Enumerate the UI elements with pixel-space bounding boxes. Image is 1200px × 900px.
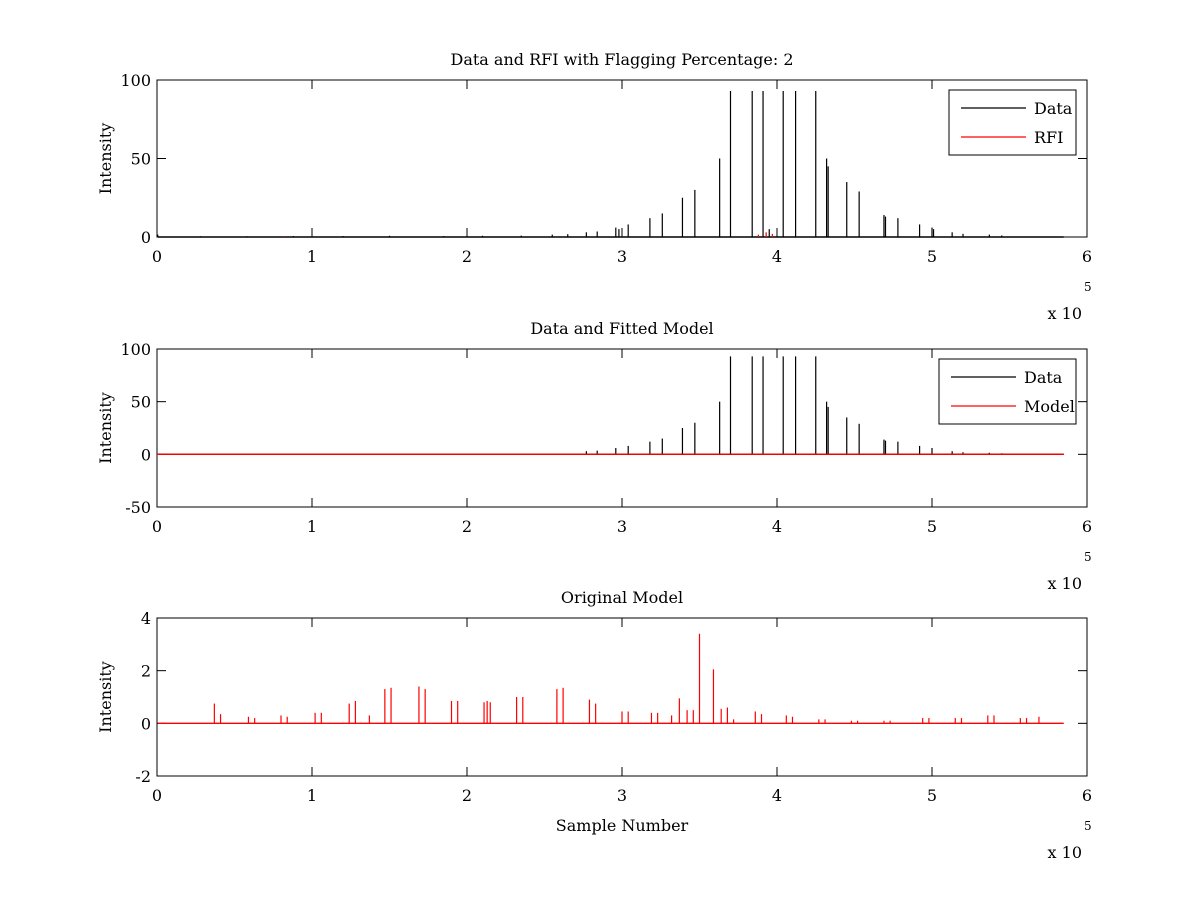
y-tick-label: 100 — [120, 71, 151, 90]
y-tick-label: 0 — [141, 714, 151, 733]
y-tick-label: -2 — [135, 767, 151, 786]
series-data — [157, 90, 1064, 238]
x-tick-label: 5 — [927, 517, 937, 536]
legend-label: Data — [1034, 99, 1073, 118]
x-tick-label: 5 — [927, 786, 937, 805]
x-multiplier-base: x 10 — [1048, 843, 1082, 862]
legend-box — [948, 89, 1077, 156]
x-axis-label: Sample Number — [556, 816, 689, 835]
y-tick-label: 50 — [131, 393, 151, 412]
x-tick-label: 4 — [772, 247, 782, 266]
x-tick-label: 0 — [152, 517, 162, 536]
legend-box — [938, 358, 1077, 425]
y-tick-label: 0 — [141, 445, 151, 464]
series-rfi — [283, 232, 773, 237]
x-tick-label: 5 — [927, 247, 937, 266]
chart-title: Data and Fitted Model — [530, 319, 713, 338]
x-tick-label: 1 — [307, 786, 317, 805]
x-tick-label: 1 — [307, 517, 317, 536]
y-tick-label: 100 — [120, 340, 151, 359]
y-tick-label: -50 — [125, 498, 151, 517]
y-tick-label: 2 — [141, 662, 151, 681]
x-tick-label: 6 — [1082, 247, 1092, 266]
x-tick-label: 0 — [152, 786, 162, 805]
x-multiplier-exponent: 5 — [1084, 280, 1092, 294]
y-axis-label: Intensity — [96, 123, 115, 195]
y-tick-label: 0 — [141, 228, 151, 247]
x-tick-label: 2 — [462, 247, 472, 266]
axes-box — [156, 79, 1088, 238]
x-multiplier-exponent: 5 — [1084, 819, 1092, 833]
x-tick-label: 2 — [462, 786, 472, 805]
legend-label: Model — [1024, 397, 1075, 416]
y-axis-label: Intensity — [96, 661, 115, 733]
x-tick-label: 6 — [1082, 786, 1092, 805]
x-multiplier-base: x 10 — [1048, 574, 1082, 593]
x-tick-label: 3 — [617, 517, 627, 536]
x-tick-label: 2 — [462, 517, 472, 536]
series-model — [158, 633, 1064, 725]
x-tick-label: 4 — [772, 517, 782, 536]
x-tick-label: 0 — [152, 247, 162, 266]
x-tick-label: 4 — [772, 786, 782, 805]
x-tick-label: 1 — [307, 247, 317, 266]
y-tick-label: 4 — [141, 609, 151, 628]
legend: Data Model — [938, 358, 1077, 425]
legend: Data RFI — [948, 89, 1077, 156]
axes-box — [156, 348, 1088, 508]
x-multiplier-base: x 10 — [1048, 304, 1082, 323]
x-multiplier-exponent: 5 — [1084, 550, 1092, 564]
x-tick-label: 6 — [1082, 517, 1092, 536]
chart-title: Original Model — [561, 588, 683, 607]
chart-title: Data and RFI with Flagging Percentage: 2 — [450, 50, 793, 69]
legend-label: RFI — [1034, 128, 1063, 147]
y-axis-label: Intensity — [96, 392, 115, 464]
x-tick-label: 3 — [617, 786, 627, 805]
x-tick-label: 3 — [617, 247, 627, 266]
legend-label: Data — [1024, 368, 1063, 387]
axes-box — [156, 617, 1088, 777]
y-tick-label: 50 — [131, 150, 151, 169]
